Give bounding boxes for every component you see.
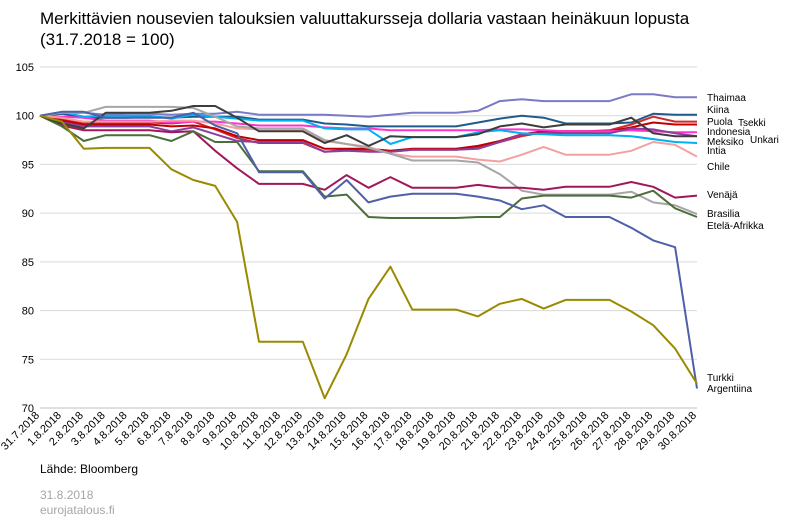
y-tick-label: 70 [22, 403, 34, 415]
series-line [39, 114, 698, 219]
series-label: Intia [707, 146, 726, 157]
series-label: Thaimaa [707, 93, 746, 104]
source-note: Lähde: Bloomberg [40, 462, 139, 476]
series-line [39, 110, 698, 145]
series-label: Tsekki [738, 118, 766, 129]
chart-title: Merkittävien nousevien talouksien valuut… [40, 8, 780, 50]
chart-title-line-1: Merkittävien nousevien talouksien valuut… [40, 9, 690, 28]
series-label: Venäjä [707, 190, 738, 201]
series-line [39, 114, 698, 199]
y-tick-label: 75 [22, 354, 34, 366]
series-label: Argentiina [707, 384, 752, 395]
y-tick-label: 105 [16, 62, 34, 74]
series-label: Chile [707, 162, 730, 173]
y-tick-label: 85 [22, 257, 34, 269]
series-label: Meksiko [707, 137, 744, 148]
series-line [39, 110, 698, 389]
chart-title-line-2: (31.7.2018 = 100) [40, 30, 175, 49]
series-line [39, 114, 698, 153]
y-tick-label: 80 [22, 306, 34, 318]
series-label: Unkari [750, 135, 779, 146]
series-line [39, 114, 698, 400]
y-tick-label: 100 [16, 111, 34, 123]
site-name: eurojatalous.fi [40, 503, 115, 517]
series-label: Brasilia [707, 209, 740, 220]
series-line [39, 105, 697, 147]
y-tick-label: 95 [22, 159, 34, 171]
series-label: Puola [707, 117, 733, 128]
series-label: Indonesia [707, 127, 751, 138]
y-tick-label: 90 [22, 208, 34, 220]
series-label: Kiina [707, 105, 730, 116]
series-label: Turkki [707, 373, 734, 384]
publication-date: 31.8.2018 [40, 488, 94, 502]
series-label: Etelä-Afrikka [707, 221, 764, 232]
